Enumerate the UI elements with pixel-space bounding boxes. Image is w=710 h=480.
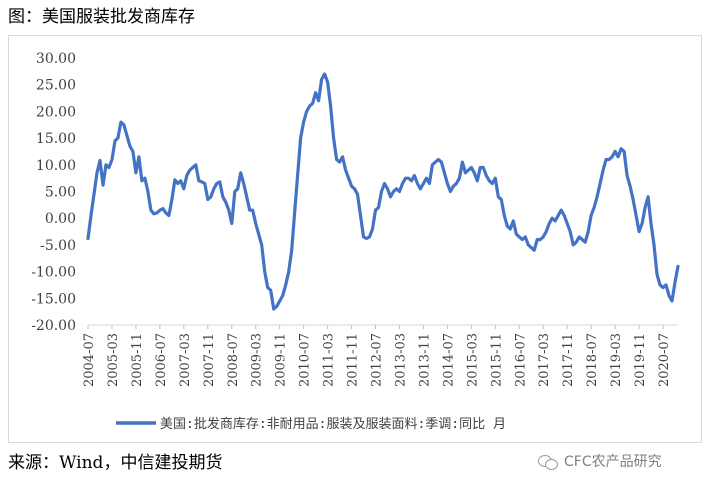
- x-axis: 2004-07 2005-03 2005-11 2006-07 2007-03 2007-…: [82, 324, 678, 387]
- x-tick-label: 2020-07: [657, 333, 672, 387]
- x-tick-label: 2016-07: [513, 333, 528, 387]
- y-tick-label: -5.00: [40, 238, 76, 254]
- y-tick-label: 0.00: [45, 211, 76, 227]
- x-tick-label: 2017-03: [537, 333, 552, 387]
- x-tick-label: 2009-03: [250, 333, 265, 387]
- source-note: 来源：Wind，中信建投期货: [8, 453, 223, 473]
- y-tick-label: 15.00: [36, 131, 76, 147]
- x-tick-label: 2005-11: [130, 333, 145, 387]
- x-tick-label: 2011-11: [346, 333, 361, 387]
- x-tick-label: 2007-11: [202, 333, 217, 387]
- x-tick-label: 2009-11: [274, 333, 289, 387]
- y-tick-label: -20.00: [31, 318, 76, 334]
- plot-area: [86, 72, 680, 311]
- y-tick-label: 25.00: [36, 78, 76, 94]
- x-tick-label: 2006-07: [154, 333, 169, 387]
- x-tick-label: 2015-03: [465, 333, 480, 387]
- x-tick-label: 2004-07: [82, 333, 97, 387]
- x-tick-label: 2013-11: [417, 333, 432, 387]
- y-tick-label: 30.00: [36, 51, 76, 67]
- y-tick-label: 5.00: [45, 185, 76, 201]
- x-tick-label: 2019-03: [609, 333, 624, 387]
- y-tick-label: 20.00: [36, 104, 76, 120]
- y-tick-label: -10.00: [31, 265, 76, 281]
- series-line: [86, 72, 680, 311]
- x-tick-label: 2018-07: [585, 333, 600, 387]
- x-tick-label: 2015-11: [489, 333, 504, 387]
- chart-frame: [8, 35, 702, 443]
- y-tick-label: -15.00: [31, 291, 76, 307]
- x-tick-label: 2005-03: [106, 333, 121, 387]
- figure-title: 图：美国服装批发商库存: [8, 7, 195, 27]
- x-tick-label: 2007-03: [178, 333, 193, 387]
- x-tick-label: 2017-11: [561, 333, 576, 387]
- watermark-text: CFC农产品研究: [564, 454, 662, 470]
- x-tick-label: 2011-03: [322, 333, 337, 387]
- x-tick-label: 2008-07: [226, 333, 241, 387]
- y-axis: 30.00 25.00 20.00 15.00 10.00 5.00 0.00 -5.00 -1…: [31, 51, 76, 334]
- y-tick-label: 10.00: [36, 158, 76, 174]
- x-tick-label: 2014-07: [441, 333, 456, 387]
- legend-label: 美国:批发商库存:非耐用品:服装及服装面料:季调:同比 月: [160, 416, 506, 432]
- x-tick-label: 2012-07: [370, 333, 385, 387]
- x-tick-label: 2019-11: [633, 333, 648, 387]
- wechat-icon: [538, 454, 558, 470]
- x-tick-label: 2010-07: [298, 333, 313, 387]
- watermark: CFC农产品研究: [538, 452, 662, 472]
- x-tick-label: 2013-03: [393, 333, 408, 387]
- legend: 美国:批发商库存:非耐用品:服装及服装面料:季调:同比 月: [116, 416, 506, 432]
